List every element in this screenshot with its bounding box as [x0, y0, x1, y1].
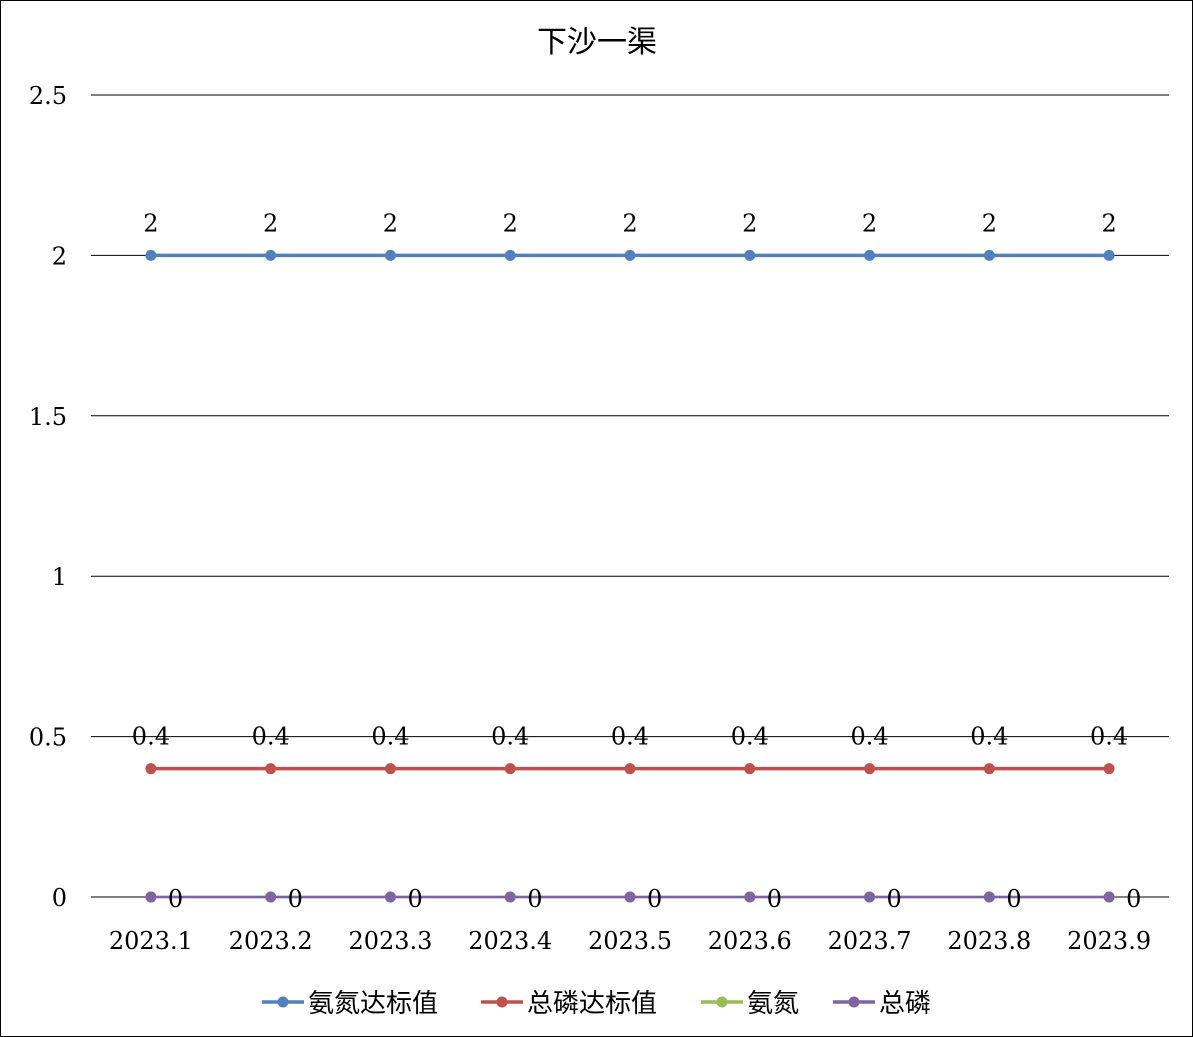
data-point: [265, 249, 277, 261]
data-label: 0.4: [252, 723, 290, 751]
data-point: [864, 249, 876, 261]
data-point: [384, 249, 396, 261]
y-tick-label: 2.5: [29, 82, 67, 110]
data-point: [145, 249, 157, 261]
data-label: 0.4: [850, 723, 888, 751]
data-label: 0: [887, 885, 902, 913]
y-axis-tick-labels: 0 0.5 1 1.5 2 2.5: [29, 82, 67, 912]
data-label: 2: [143, 209, 158, 237]
x-axis-tick-labels: 2023.1 2023.2 2023.3 2023.4 2023.5 2023.6 2023…: [109, 927, 1151, 955]
x-tick-label: 2023.9: [1067, 927, 1151, 955]
data-label: 0.4: [132, 723, 170, 751]
data-label: 0.4: [731, 723, 769, 751]
y-tick-label: 0.5: [29, 724, 67, 752]
data-label: 0: [647, 885, 662, 913]
y-tick-label: 1: [52, 563, 67, 591]
data-labels: 2 2 2 2 2 2 2 2 2 0.4 0.4 0.4 0.4 0.4 0.4 0.4 0.4 0.4 0 0 0 0…: [132, 209, 1142, 913]
data-label: 0.4: [970, 723, 1008, 751]
data-label: 0.4: [371, 723, 409, 751]
legend-label: 氨氮: [747, 989, 799, 1019]
data-label: 0: [1126, 885, 1141, 913]
data-label: 0: [767, 885, 782, 913]
data-point: [265, 763, 277, 775]
data-point: [145, 891, 157, 903]
x-tick-label: 2023.6: [708, 927, 792, 955]
legend-label: 总磷: [879, 989, 931, 1019]
data-label: 0.4: [611, 723, 649, 751]
x-tick-label: 2023.2: [229, 927, 313, 955]
data-label: 2: [862, 209, 877, 237]
data-label: 0: [527, 885, 542, 913]
data-label: 2: [383, 209, 398, 237]
x-tick-label: 2023.8: [947, 927, 1031, 955]
data-label: 2: [1101, 209, 1116, 237]
legend-marker: [277, 996, 289, 1008]
x-tick-label: 2023.4: [468, 927, 552, 955]
data-point: [624, 249, 636, 261]
data-point: [504, 891, 516, 903]
data-label: 0: [407, 885, 422, 913]
data-point: [983, 891, 995, 903]
series-lines: [145, 249, 1115, 903]
data-point: [983, 249, 995, 261]
data-point: [983, 763, 995, 775]
data-point: [864, 891, 876, 903]
y-tick-label: 1.5: [29, 403, 67, 431]
data-point: [1103, 891, 1115, 903]
legend-marker: [716, 996, 728, 1008]
data-label: 0: [1006, 885, 1021, 913]
data-point: [624, 891, 636, 903]
y-tick-label: 2: [52, 242, 67, 270]
legend-label: 氨氮达标值: [308, 989, 438, 1019]
legend-label: 总磷达标值: [527, 989, 657, 1019]
legend: 氨氮达标值 总磷达标值 氨氮 总磷: [262, 989, 931, 1019]
chart-title: 下沙一渠: [537, 25, 657, 60]
data-point: [504, 763, 516, 775]
x-tick-label: 2023.5: [588, 927, 672, 955]
data-point: [265, 891, 277, 903]
data-point: [744, 763, 756, 775]
data-point: [624, 763, 636, 775]
data-label: 2: [263, 209, 278, 237]
data-label: 0.4: [1090, 723, 1128, 751]
data-label: 2: [622, 209, 637, 237]
data-label: 2: [742, 209, 757, 237]
legend-marker: [496, 996, 508, 1008]
data-point: [744, 891, 756, 903]
data-point: [504, 249, 516, 261]
x-tick-label: 2023.1: [109, 927, 193, 955]
data-label: 2: [982, 209, 997, 237]
data-point: [384, 763, 396, 775]
data-point: [145, 763, 157, 775]
x-tick-label: 2023.3: [348, 927, 432, 955]
legend-marker: [848, 996, 860, 1008]
data-point: [384, 891, 396, 903]
x-tick-label: 2023.7: [828, 927, 912, 955]
data-point: [1103, 763, 1115, 775]
data-point: [1103, 249, 1115, 261]
data-label: 0: [288, 885, 303, 913]
data-label: 2: [503, 209, 518, 237]
data-point: [744, 249, 756, 261]
y-tick-label: 0: [52, 884, 67, 912]
data-label: 0.4: [491, 723, 529, 751]
data-point: [864, 763, 876, 775]
data-label: 0: [168, 885, 183, 913]
